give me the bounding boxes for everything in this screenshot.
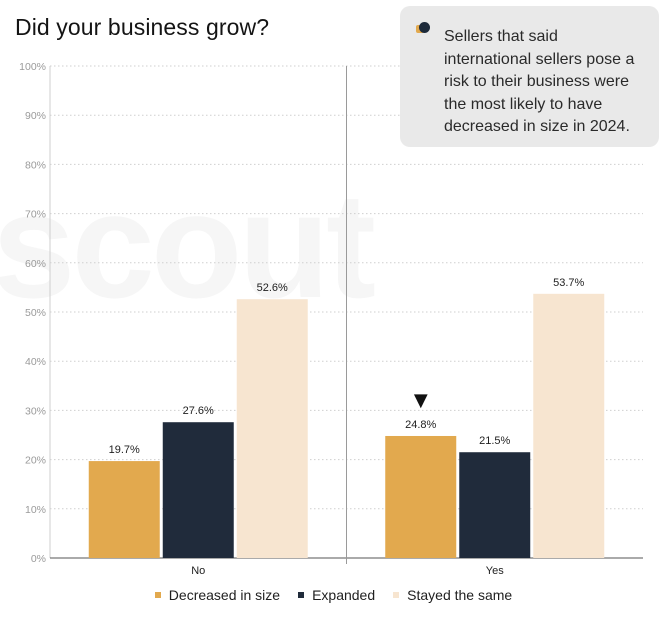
bar	[162, 422, 234, 558]
chat-bubble-icon	[416, 22, 430, 36]
y-tick-label: 100%	[19, 61, 46, 73]
y-tick-label: 90%	[25, 110, 46, 122]
y-tick-label: 20%	[25, 455, 46, 467]
x-tick-label: Yes	[486, 565, 504, 577]
insight-callout: Sellers that said international sellers …	[400, 6, 659, 147]
y-tick-label: 60%	[25, 258, 46, 270]
brand-watermark: scout	[0, 161, 376, 329]
bar	[459, 452, 531, 558]
chart-title: Did your business grow?	[15, 14, 270, 40]
data-label: 24.8%	[405, 419, 436, 431]
bar	[385, 435, 457, 558]
legend-item-decreased[interactable]: Decreased in size	[154, 587, 281, 603]
legend-swatch-decreased	[154, 592, 161, 598]
legend-item-expanded[interactable]: Expanded	[298, 587, 375, 603]
chart-legend: Decreased in size Expanded Stayed the sa…	[0, 587, 667, 603]
data-label: 19.7%	[109, 444, 140, 456]
bar	[533, 293, 605, 558]
data-label: 21.5%	[479, 435, 510, 447]
legend-swatch-same	[393, 592, 400, 598]
y-tick-label: 10%	[25, 504, 46, 516]
legend-swatch-expanded	[298, 592, 305, 598]
y-tick-label: 40%	[25, 356, 46, 368]
callout-text: Sellers that said international sellers …	[444, 28, 635, 135]
legend-item-same[interactable]: Stayed the same	[393, 587, 512, 603]
legend-label: Decreased in size	[168, 587, 281, 603]
y-tick-label: 70%	[25, 209, 46, 221]
data-label: 27.6%	[183, 405, 214, 417]
legend-label: Stayed the same	[407, 587, 513, 603]
y-tick-label: 0%	[31, 553, 46, 565]
legend-label: Expanded	[312, 587, 376, 603]
bar	[236, 299, 308, 558]
highlight-marker-icon: ▼	[414, 390, 428, 411]
bar	[88, 461, 160, 558]
x-tick-label: No	[191, 565, 205, 577]
data-label: 52.6%	[257, 282, 288, 294]
y-tick-label: 50%	[25, 307, 46, 319]
data-label: 53.7%	[553, 277, 584, 289]
y-tick-label: 30%	[25, 405, 46, 417]
y-tick-label: 80%	[25, 159, 46, 171]
